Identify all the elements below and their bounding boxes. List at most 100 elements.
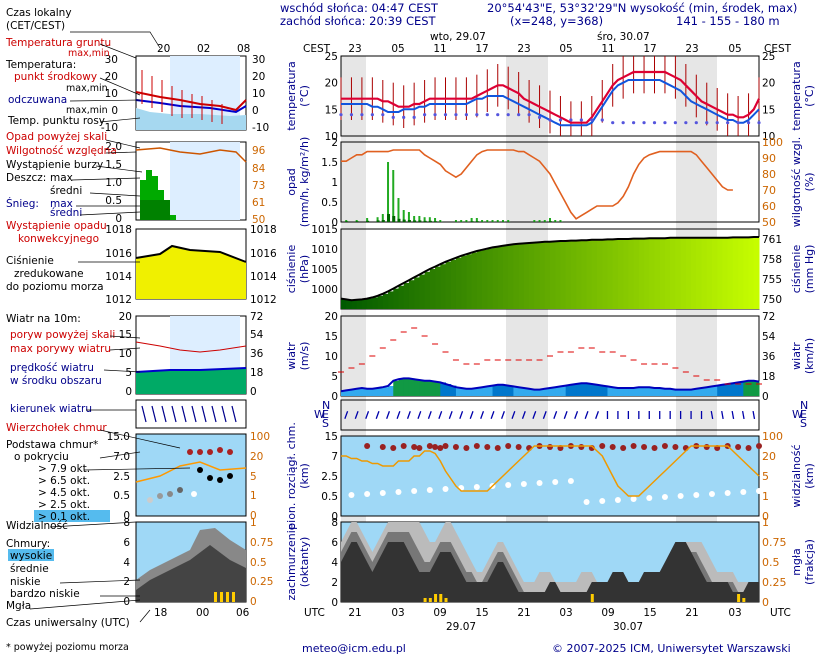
rain-max-bar — [507, 220, 510, 222]
wind-speed-column — [597, 384, 603, 396]
legend-winddir-frame — [135, 399, 247, 429]
rain-avg-bar — [413, 220, 417, 222]
cloud-base-dot — [661, 494, 668, 500]
rain-max-bar — [402, 210, 405, 222]
legend-conv-2: konwekcyjnego — [18, 233, 99, 245]
cloud-base-dot — [473, 484, 480, 490]
legend-wind-tick-20: 20 — [119, 311, 132, 323]
high-cloud-dot — [416, 445, 423, 451]
legend-temp-rtick-0: 0 — [252, 105, 259, 117]
wind-speed-column — [738, 382, 744, 396]
legend-cl-tick-6: 6 — [123, 537, 130, 549]
fog-y-tick: 1 — [762, 516, 769, 529]
utc-right-label: UTC — [770, 607, 791, 619]
temp-y-tick: 25 — [325, 51, 338, 63]
legend-okt-79: > 7.9 okt. — [38, 463, 90, 475]
wind-speed-column — [529, 388, 535, 396]
rain-max-bar — [501, 220, 504, 222]
legend-cloudbase-dots — [147, 447, 233, 503]
precip-y-tick: 0.5 — [321, 197, 338, 209]
rain-avg-bar — [376, 220, 380, 222]
footer-email[interactable]: meteo@icm.edu.pl — [302, 642, 406, 655]
rain-avg-bar — [428, 220, 432, 222]
wind-speed-column — [753, 380, 760, 396]
pressure-area-column — [398, 285, 405, 309]
footer-copyright: © 2007-2025 ICM, Uniwersytet Warszawski — [552, 642, 791, 655]
press-right-label-2: (mm Hg) — [803, 245, 816, 294]
main-chart-area: CEST CEST wto, 29.07 śro, 30.07 23 05 11 17… — [285, 31, 816, 633]
legend-feels-line — [135, 99, 247, 114]
pressure-area-column — [440, 264, 446, 309]
cloud-base-dot — [426, 487, 433, 493]
rain-max-bar — [543, 220, 546, 222]
wind-speed-column — [377, 388, 384, 396]
fog-y-tick: 0.5 — [762, 556, 780, 569]
legend-humidity: Wilgotność względna — [6, 145, 117, 157]
temp-y-tick-right: 15 — [762, 104, 775, 116]
pressure-area-column — [487, 248, 494, 309]
legend-cl-tick-0: 0 — [123, 596, 130, 608]
pressure-area-column — [638, 238, 645, 309]
cl-right-label-2: (frakcja) — [803, 539, 816, 585]
pressure-area-column — [602, 239, 608, 309]
compass-s-left: S — [322, 417, 329, 430]
local-hour-tick: 23 — [348, 43, 361, 55]
legend-cl-tick-2: 2 — [123, 576, 130, 588]
dew-point-dot — [558, 118, 563, 122]
pressure-y-tick-right: 758 — [762, 254, 782, 266]
cloud-base-dot — [567, 478, 574, 484]
legend-ground-area — [136, 108, 246, 130]
legend-temp-tick-20: 20 — [105, 71, 118, 83]
dew-point-dot — [705, 121, 709, 125]
pressure-area-column — [680, 237, 687, 309]
wind-direction-arrow — [532, 411, 537, 419]
temp-y-tick: 10 — [325, 131, 338, 143]
pressure-area-column — [550, 241, 556, 309]
humidity-y-tick: 70 — [762, 184, 776, 197]
press-left-label: ciśnienie — [285, 245, 298, 294]
legend-temp-tick-m10: -10 — [101, 122, 118, 134]
legend-precip-tick-05: 0.5 — [105, 195, 122, 207]
legend-local-time-2: (CET/CEST) — [6, 20, 65, 32]
dew-point-dot — [548, 118, 552, 122]
pressure-area-column — [628, 239, 635, 309]
legend-press-tick-1014: 1014 — [105, 271, 132, 283]
legend-wind-dir: kierunek wiatru — [10, 403, 92, 415]
high-cloud-dot — [400, 443, 407, 449]
cl-left-label: zachmurzenie — [285, 523, 298, 600]
wind-series — [338, 327, 762, 396]
legend-pressure: Ciśnienie — [6, 255, 54, 267]
compass-e-right: E — [800, 408, 807, 421]
legend-temp-line — [135, 91, 247, 112]
legend-gust-line — [135, 341, 247, 353]
wind-y-tick: 20 — [325, 311, 338, 323]
cest-left-label: CEST — [303, 43, 331, 55]
pressure-area-column — [466, 254, 473, 309]
high-cloud-dot — [641, 444, 648, 450]
high-cloud-dot — [463, 445, 470, 451]
fog-bar — [428, 598, 432, 602]
wind-speed-column — [508, 385, 514, 396]
wind-y-tick: 15 — [325, 331, 338, 343]
local-hour-tick: 17 — [475, 43, 488, 55]
wind-direction-arrow — [344, 411, 349, 419]
dew-point-dot — [475, 113, 479, 117]
pressure-area-column — [497, 246, 504, 309]
date-top-1: wto, 29.07 — [430, 31, 486, 43]
legend-winddir-arrows — [141, 405, 237, 423]
wind-speed-column — [544, 388, 551, 396]
wind-speed-column — [644, 387, 650, 396]
temp-right-label-2: (°C) — [803, 85, 816, 107]
legend-pressure-line — [135, 244, 247, 263]
legend-precip-tick-1: 1.0 — [105, 177, 122, 189]
cloud-base-dot — [646, 495, 653, 501]
dew-point-dot — [684, 121, 688, 125]
legend-wind-area — [136, 368, 246, 394]
cloud-base-y-tick: 2.5 — [321, 471, 338, 483]
cloud-base-dot — [520, 481, 527, 487]
legend-fog-tick-075: 0.75 — [250, 537, 273, 549]
pressure-area-column — [367, 298, 373, 309]
wind-direction-arrow — [500, 411, 505, 419]
pressure-area-column — [382, 293, 389, 309]
legend-local-hour-1: 20 — [157, 43, 170, 55]
